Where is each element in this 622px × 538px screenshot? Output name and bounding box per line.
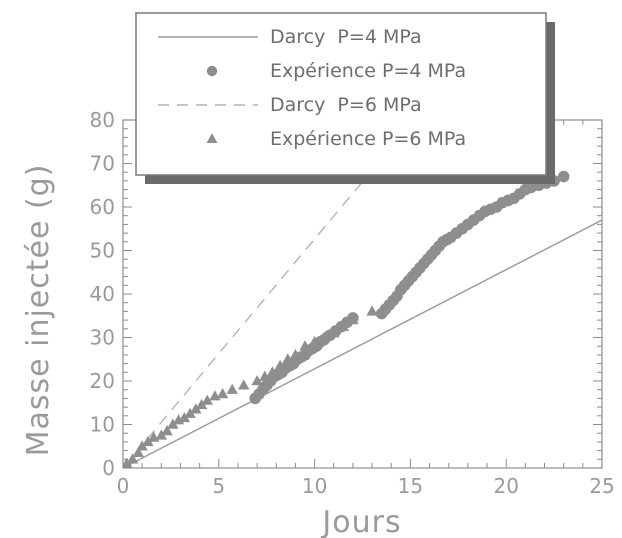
plot-area (123, 120, 602, 468)
series-3-point (274, 359, 286, 370)
x-tick-label: 20 (493, 474, 518, 498)
series-3-point (289, 348, 302, 360)
series-3-point (299, 340, 311, 351)
legend-label: Darcy P=4 MPa (270, 26, 422, 48)
series-0-line (123, 219, 602, 468)
series-3-point (251, 375, 263, 386)
series-3-point (259, 370, 271, 381)
series-3-point (178, 411, 191, 423)
x-tick-label: 0 (117, 474, 130, 498)
x-tick-label: 25 (589, 474, 614, 498)
y-tick-label: 70 (90, 152, 115, 176)
series-3-point (266, 366, 279, 377)
legend-swatch-triangle (206, 133, 218, 144)
series-3-point (190, 403, 202, 414)
series-3-point (216, 388, 229, 399)
series-3-point (132, 446, 145, 457)
series-3-point (308, 335, 321, 347)
series-3-point (161, 425, 173, 436)
series-3-point (337, 320, 350, 331)
series-3-point (347, 314, 359, 325)
series-3-point (142, 435, 154, 447)
y-tick-label: 0 (102, 456, 115, 480)
x-tick-label: 5 (212, 474, 225, 498)
y-tick-label: 10 (90, 413, 115, 437)
series-3-point (167, 418, 179, 429)
legend: Darcy P=4 MPa Expérience P=4 MPa Darcy P=6… (135, 12, 555, 184)
series-3-point (238, 379, 250, 390)
series-3-point (195, 398, 208, 410)
series-3-point (366, 305, 378, 316)
legend-label: Expérience P=6 MPa (270, 128, 466, 150)
series-3-point (226, 383, 238, 394)
y-tick-label: 50 (90, 239, 115, 263)
series-1-point (557, 170, 570, 183)
x-tick-label: 15 (398, 474, 423, 498)
y-tick-label: 20 (90, 369, 115, 393)
y-tick-label: 80 (90, 108, 115, 132)
y-tick-label: 60 (90, 195, 115, 219)
series-3-point (328, 327, 340, 338)
legend-box (135, 12, 547, 176)
series-3-point (318, 331, 330, 342)
legend-label: Darcy P=6 MPa (270, 94, 422, 116)
series-3-point (136, 440, 148, 451)
legend-swatch-circle (206, 65, 218, 77)
y-tick-label: 30 (90, 326, 115, 350)
legend-label: Expérience P=4 MPa (270, 60, 466, 82)
y-tick-label: 40 (90, 282, 115, 306)
series-3-point (155, 429, 168, 440)
x-axis-label: Jours (320, 505, 401, 538)
data-group (123, 120, 602, 468)
x-tick-label: 10 (302, 474, 327, 498)
series-3-point (126, 453, 139, 464)
series-3-point (184, 407, 196, 418)
series-3-point (282, 353, 294, 364)
series-3-point (201, 394, 214, 405)
y-axis-label: Masse injectée (g) (21, 164, 56, 457)
